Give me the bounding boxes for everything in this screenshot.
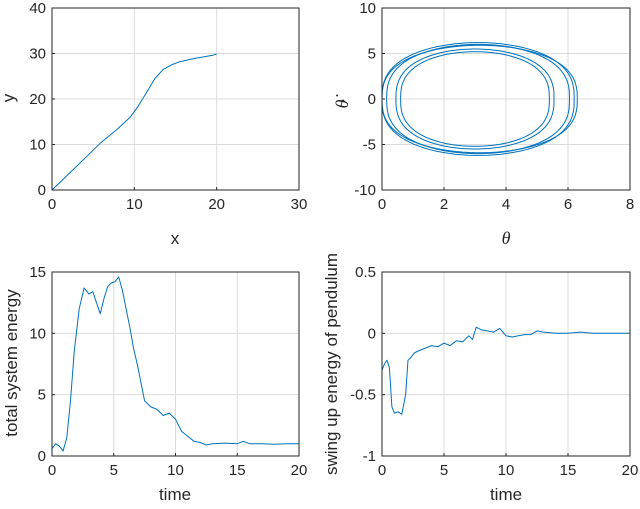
x-axis-label: x [171,229,180,248]
y-tick-label: 0 [38,448,46,465]
tick-labels: 0 5 10 15 20 -1 -0.5 0 0.5 [350,264,638,479]
y-tick-label: -1 [363,448,376,465]
x-tick-label: 4 [502,196,510,213]
x-tick-label: 5 [440,462,448,479]
subplot-total-energy: 0 5 10 15 20 0 5 10 15 time total system energy [2,264,307,504]
theta-dot-accent [341,99,345,103]
series-line [381,326,630,415]
series-line [51,53,217,191]
x-tick-label: 20 [291,462,308,479]
series-group [51,276,299,452]
y-tick-label: 0 [38,182,46,199]
y-tick-label: 20 [29,91,46,108]
x-tick-label: 5 [110,462,118,479]
y-tick-label: -0.5 [350,387,376,404]
series-line [400,51,550,147]
x-tick-label: 0 [378,196,386,213]
y-tick-label: -10 [354,182,376,199]
x-tick-label: 6 [564,196,572,213]
x-tick-label: 0 [378,462,386,479]
series-line [395,48,555,150]
y-tick-label: 0 [368,325,376,342]
series-group [381,42,578,156]
y-tick-label: 5 [38,387,46,404]
grid [381,271,631,457]
y-axis-label: y [0,93,18,102]
x-tick-label: 0 [48,462,56,479]
y-tick-label: 0 [368,91,376,108]
y-tick-label: 10 [359,0,376,17]
series-line [381,44,578,154]
y-tick-label: 5 [368,46,376,63]
x-tick-label: 2 [440,196,448,213]
series-group [381,326,630,415]
x-tick-label: 0 [48,196,56,213]
y-tick-label: -5 [363,137,376,154]
y-axis-label: swing up energy of pendulum [322,253,341,475]
y-tick-label: 40 [29,0,46,17]
x-tick-label: 20 [208,196,225,213]
x-tick-label: 15 [560,462,577,479]
grid [51,271,300,457]
y-axis-label: total system energy [2,289,21,437]
x-tick-label: 10 [167,462,184,479]
y-tick-label: 10 [29,325,46,342]
x-tick-label: 20 [622,462,639,479]
tick-labels: 0 2 4 6 8 -10 -5 0 5 10 [354,0,634,213]
y-tick-label: 10 [29,137,46,154]
x-tick-label: 30 [291,196,308,213]
x-tick-label: 10 [498,462,515,479]
subplot-trajectory: 0 10 20 30 0 10 20 30 40 x y [0,0,307,248]
x-tick-label: 15 [229,462,246,479]
y-tick-label: 0.5 [355,264,376,281]
series-line [381,42,575,156]
x-axis-label: time [490,485,522,504]
tick-labels: 0 5 10 15 20 0 5 10 15 [29,264,307,479]
series-group [51,53,217,191]
grid [51,7,300,191]
subplot-swing-up-energy: 0 5 10 15 20 -1 -0.5 0 0.5 time swing up energy … [322,253,638,504]
x-tick-label: 10 [126,196,143,213]
x-axis-label: θ [502,228,511,248]
series-line [51,276,299,452]
x-axis-label: time [159,485,191,504]
grid [381,7,631,191]
x-tick-label: 8 [626,196,634,213]
tick-labels: 0 10 20 30 0 10 20 30 40 [29,0,307,213]
y-tick-label: 30 [29,46,46,63]
y-tick-label: 15 [29,264,46,281]
